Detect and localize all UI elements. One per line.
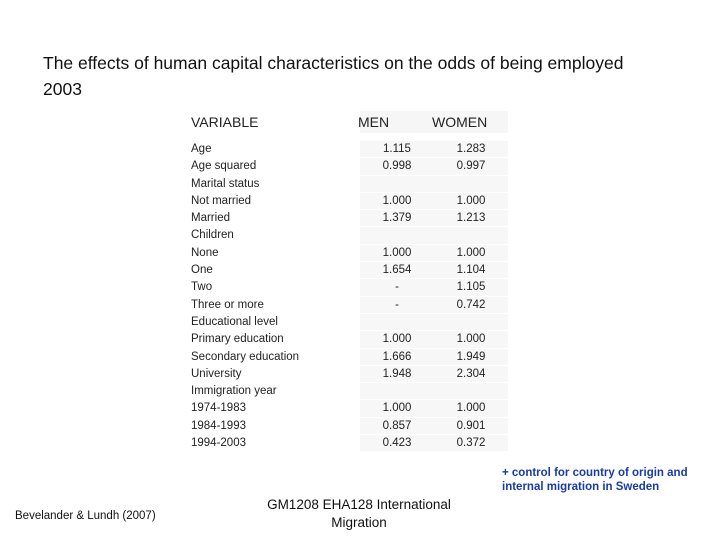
row-label: Not married [191, 194, 252, 207]
table-body: Age 1.115 1.283 Age squared 0.998 0.997 Marita… [186, 141, 508, 453]
women-value: 0.372 [434, 435, 508, 453]
table-row: Two -1.105 [186, 279, 508, 297]
women-value: 1.213 [434, 210, 508, 228]
row-label: Three or more [191, 298, 264, 311]
men-value: - [360, 296, 434, 314]
women-value: 1.949 [434, 348, 508, 366]
header-background [360, 111, 508, 133]
row-label: Marital status [191, 177, 260, 190]
table-row: Age squared 0.998 0.997 [186, 158, 508, 176]
women-value: 0.742 [434, 296, 508, 314]
women-value [434, 313, 508, 332]
women-value [434, 383, 508, 401]
women-value: 1.000 [434, 244, 508, 263]
row-label: Married [191, 212, 230, 225]
row-label: Educational level [191, 315, 278, 328]
women-value: 1.283 [434, 141, 508, 159]
table-row: 1994-2003 0.423 0.372 [186, 435, 508, 453]
odds-table: VARIABLE MEN WOMEN Age 1.115 1.283 Age squa… [186, 111, 508, 453]
table-row: Immigration year [186, 383, 508, 401]
row-label: Age squared [191, 160, 257, 173]
row-label: Children [191, 229, 234, 242]
header-men: MEN [358, 114, 390, 130]
table-row: Married 1.379 1.213 [186, 210, 508, 228]
men-value [360, 383, 434, 401]
table-row: Educational level [186, 313, 508, 332]
row-label: Immigration year [191, 385, 277, 398]
men-value: 0.998 [360, 158, 434, 176]
table-row: Not married 1.000 1.000 [186, 192, 508, 211]
men-value: 1.115 [360, 141, 434, 159]
table-row: Age 1.115 1.283 [186, 141, 508, 159]
row-label: Age [191, 143, 212, 155]
row-label: Secondary education [191, 350, 300, 363]
table-header: VARIABLE MEN WOMEN [186, 111, 508, 133]
row-label: 1994-2003 [191, 437, 246, 450]
women-value [434, 227, 508, 245]
table-row: 1974-1983 1.000 1.000 [186, 400, 508, 418]
men-value: 1.000 [360, 192, 434, 211]
men-value: 1.948 [360, 365, 434, 384]
men-value: 1.379 [360, 210, 434, 228]
table-row: Primary education 1.000 1.000 [186, 331, 508, 349]
men-value: - [360, 279, 434, 297]
table-row: None 1.000 1.000 [186, 244, 508, 263]
men-value [360, 227, 434, 245]
women-value: 0.997 [434, 158, 508, 176]
table-row: University 1.948 2.304 [186, 365, 508, 384]
row-label: 1984-1993 [191, 419, 246, 432]
table-row: 1984-1993 0.857 0.901 [186, 417, 508, 436]
women-value: 1.000 [434, 331, 508, 349]
men-value [360, 175, 434, 193]
men-value: 1.000 [360, 331, 434, 349]
men-value: 1.000 [360, 400, 434, 418]
row-label: Primary education [191, 333, 284, 346]
slide-title: The effects of human capital characteris… [43, 53, 624, 99]
row-label: 1974-1983 [191, 402, 246, 415]
women-value: 1.000 [434, 400, 508, 418]
women-value: 1.000 [434, 192, 508, 211]
men-value: 0.423 [360, 435, 434, 453]
women-value: 0.901 [434, 417, 508, 436]
women-value [434, 175, 508, 193]
men-value [360, 313, 434, 332]
row-label: None [191, 246, 219, 259]
row-label: One [191, 264, 213, 277]
men-value: 1.654 [360, 262, 434, 280]
table-row: Marital status [186, 175, 508, 193]
table-row: Three or more -0.742 [186, 296, 508, 314]
women-value: 2.304 [434, 365, 508, 384]
women-value: 1.104 [434, 262, 508, 280]
footer-course: GM1208 EHA128 International Migration [267, 497, 451, 530]
men-value: 0.857 [360, 417, 434, 436]
header-variable: VARIABLE [191, 114, 259, 130]
header-women: WOMEN [432, 114, 488, 130]
men-value: 1.666 [360, 348, 434, 366]
row-label: Two [191, 281, 213, 294]
control-note: + control for country of origin and inte… [502, 467, 688, 493]
table-row: One 1.654 1.104 [186, 262, 508, 280]
table-row: Secondary education 1.666 1.949 [186, 348, 508, 366]
table-row: Children [186, 227, 508, 245]
row-label: University [191, 367, 242, 380]
women-value: 1.105 [434, 279, 508, 297]
footer-citation: Bevelander & Lundh (2007) [15, 510, 156, 522]
men-value: 1.000 [360, 244, 434, 263]
